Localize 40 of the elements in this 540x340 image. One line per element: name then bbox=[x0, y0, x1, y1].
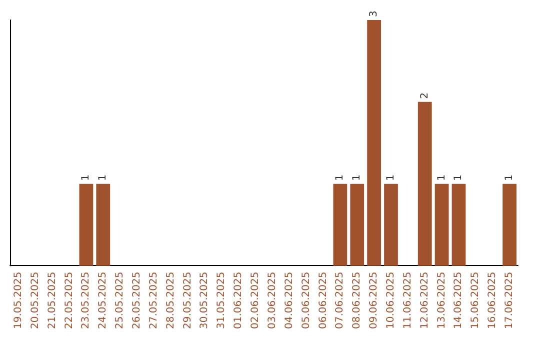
x-tick-label: 22.05.2025 bbox=[64, 272, 75, 330]
x-tick-label: 27.05.2025 bbox=[148, 272, 160, 330]
data-label: 3 bbox=[368, 10, 380, 17]
data-label: 1 bbox=[453, 174, 464, 181]
x-tick-label: 01.06.2025 bbox=[233, 272, 244, 330]
x-tick-label: 30.05.2025 bbox=[199, 272, 210, 330]
data-label: 1 bbox=[98, 174, 109, 181]
x-tick-label: 05.06.2025 bbox=[300, 272, 312, 330]
x-tick-label: 15.06.2025 bbox=[470, 272, 482, 330]
x-tick-label: 03.06.2025 bbox=[266, 272, 278, 330]
x-tick-label: 17.06.2025 bbox=[504, 272, 516, 330]
x-tick-label: 07.06.2025 bbox=[334, 272, 346, 330]
x-tick-label: 25.05.2025 bbox=[114, 272, 126, 330]
x-tick-label: 11.06.2025 bbox=[402, 272, 414, 330]
x-tick-label: 10.06.2025 bbox=[386, 272, 396, 330]
x-tick-label: 29.05.2025 bbox=[182, 272, 194, 330]
data-label: 1 bbox=[436, 174, 448, 181]
data-label: 1 bbox=[80, 174, 92, 181]
x-tick-label: 04.06.2025 bbox=[284, 272, 295, 330]
x-tick-label: 16.06.2025 bbox=[487, 272, 498, 330]
x-tick-label: 12.06.2025 bbox=[419, 272, 430, 330]
x-tick-label: 09.06.2025 bbox=[368, 272, 380, 330]
x-tick-label: 08.06.2025 bbox=[352, 272, 363, 330]
x-tick-label: 23.05.2025 bbox=[80, 272, 92, 330]
x-tick-label: 24.05.2025 bbox=[98, 272, 109, 330]
x-tick-label: 20.05.2025 bbox=[30, 272, 41, 330]
x-tick-label: 26.05.2025 bbox=[132, 272, 142, 330]
x-tick-label: 14.06.2025 bbox=[453, 272, 464, 330]
x-tick-label: 06.06.2025 bbox=[318, 272, 329, 330]
x-tick-label: 19.05.2025 bbox=[12, 272, 24, 330]
x-tick-label: 21.05.2025 bbox=[46, 272, 58, 330]
data-label: 1 bbox=[334, 174, 346, 181]
x-tick-label: 02.06.2025 bbox=[250, 272, 262, 330]
x-tick-label: 28.05.2025 bbox=[165, 272, 176, 330]
data-label: 1 bbox=[386, 174, 396, 181]
data-label: 2 bbox=[419, 92, 430, 99]
data-label: 1 bbox=[352, 174, 363, 181]
x-tick-label: 31.05.2025 bbox=[216, 272, 228, 330]
x-tick-label: 13.06.2025 bbox=[436, 272, 448, 330]
data-label: 1 bbox=[504, 174, 516, 181]
